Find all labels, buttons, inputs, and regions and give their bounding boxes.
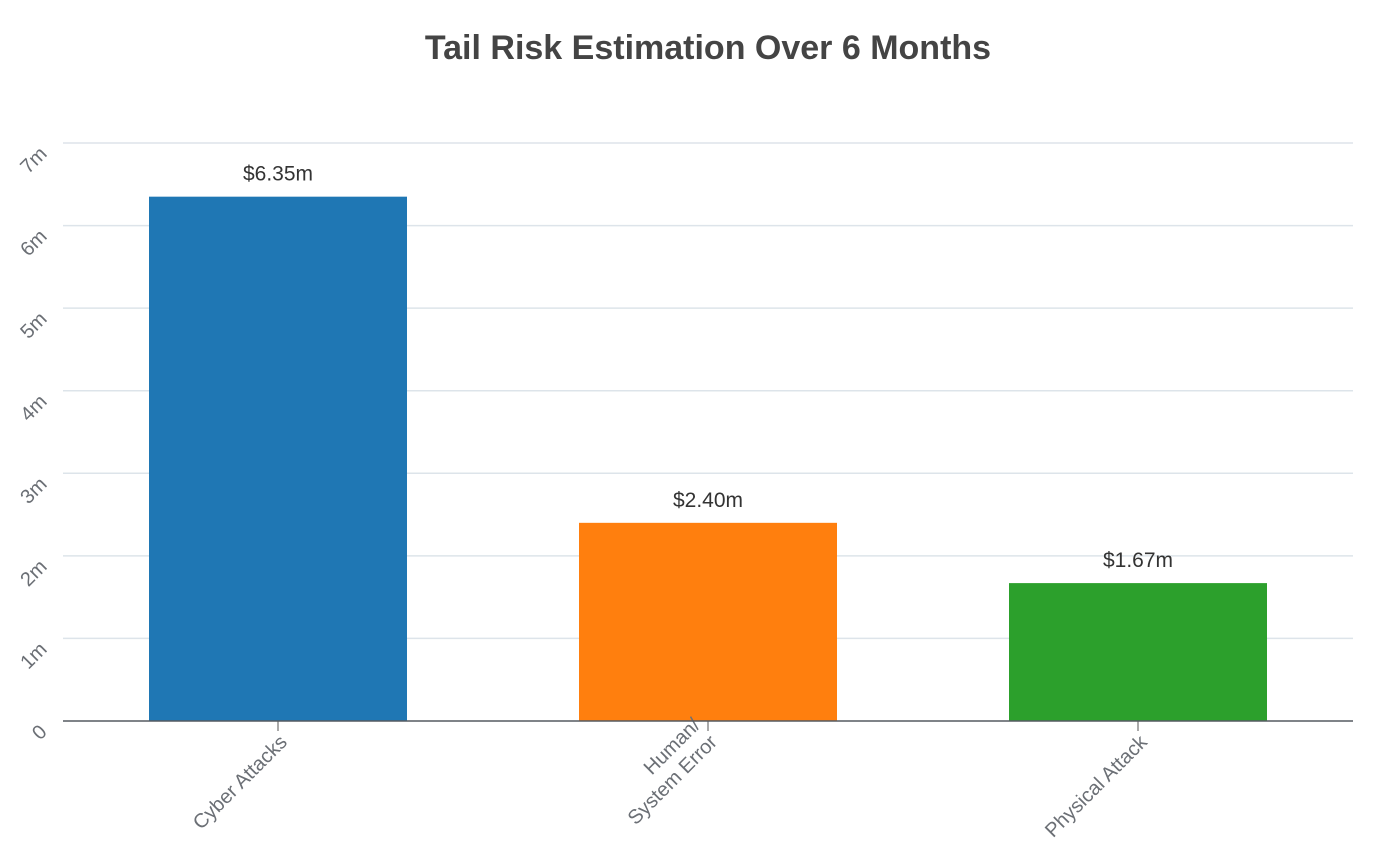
y-tick-label: 3m	[16, 473, 51, 508]
y-tick-label: 6m	[16, 226, 51, 261]
y-tick-label: 5m	[16, 308, 51, 343]
x-tick-label-line: Physical Attack	[1041, 731, 1152, 842]
chart-title: Tail Risk Estimation Over 6 Months	[425, 29, 991, 67]
data-label: $2.40m	[673, 489, 743, 512]
bar	[1009, 583, 1267, 721]
x-tick-label: Physical Attack	[1041, 731, 1152, 842]
bars	[149, 196, 1267, 721]
y-axis: 0 1m 2m 3m 4m 5m 6m 7m	[16, 143, 51, 744]
x-tick-label: Cyber Attacks	[189, 731, 292, 834]
x-axis: Cyber Attacks Human/System Error Physical …	[63, 714, 1353, 842]
data-label: $1.67m	[1103, 549, 1173, 572]
bar	[579, 522, 837, 721]
y-tick-label: 0	[28, 721, 51, 744]
x-tick-label: Human/System Error	[607, 714, 722, 829]
y-tick-label: 7m	[16, 143, 51, 178]
data-labels: $6.35m $2.40m $1.67m	[243, 163, 1173, 572]
data-label: $6.35m	[243, 163, 313, 186]
y-tick-label: 4m	[16, 391, 51, 426]
x-tick-label-line: Cyber Attacks	[189, 731, 292, 834]
y-tick-label: 2m	[16, 556, 51, 591]
bar	[149, 196, 407, 721]
y-tick-label: 1m	[16, 638, 51, 673]
